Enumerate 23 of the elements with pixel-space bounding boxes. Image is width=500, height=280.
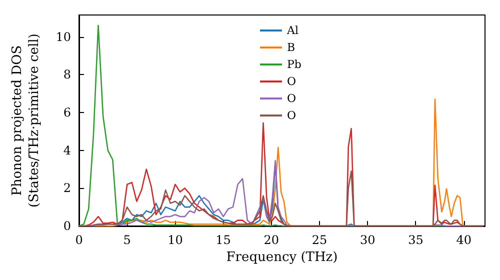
x-tick-label: 0 [75,233,83,247]
y-tick-label: 6 [63,105,71,120]
y-tick-label: 0 [63,219,71,233]
y-tick-label: 4 [63,143,72,158]
x-tick-label: 5 [123,233,131,247]
legend-label: B [287,41,296,54]
legend-label: O [287,109,296,122]
x-axis-title: Frequency (THz) [226,250,338,265]
x-tick-label: 10 [168,233,183,247]
y-tick-label: 10 [56,30,71,44]
x-tick-label: 30 [360,233,376,247]
legend-label: O [287,92,296,105]
x-tick-label: 35 [408,233,424,247]
y-tick-label: 8 [63,68,71,82]
legend-label: Al [286,24,299,37]
y-tick-label: 2 [63,181,71,196]
legend-label: Pb [287,58,302,71]
x-tick-label: 25 [312,233,328,247]
x-tick-label: 20 [264,233,280,247]
y-axis-title: Phonon projected DOS (States/THz·primitive cell) [10,33,42,208]
x-tick-label: 15 [216,233,231,247]
legend-label: O [287,75,296,88]
x-tick-label: 40 [456,233,472,247]
